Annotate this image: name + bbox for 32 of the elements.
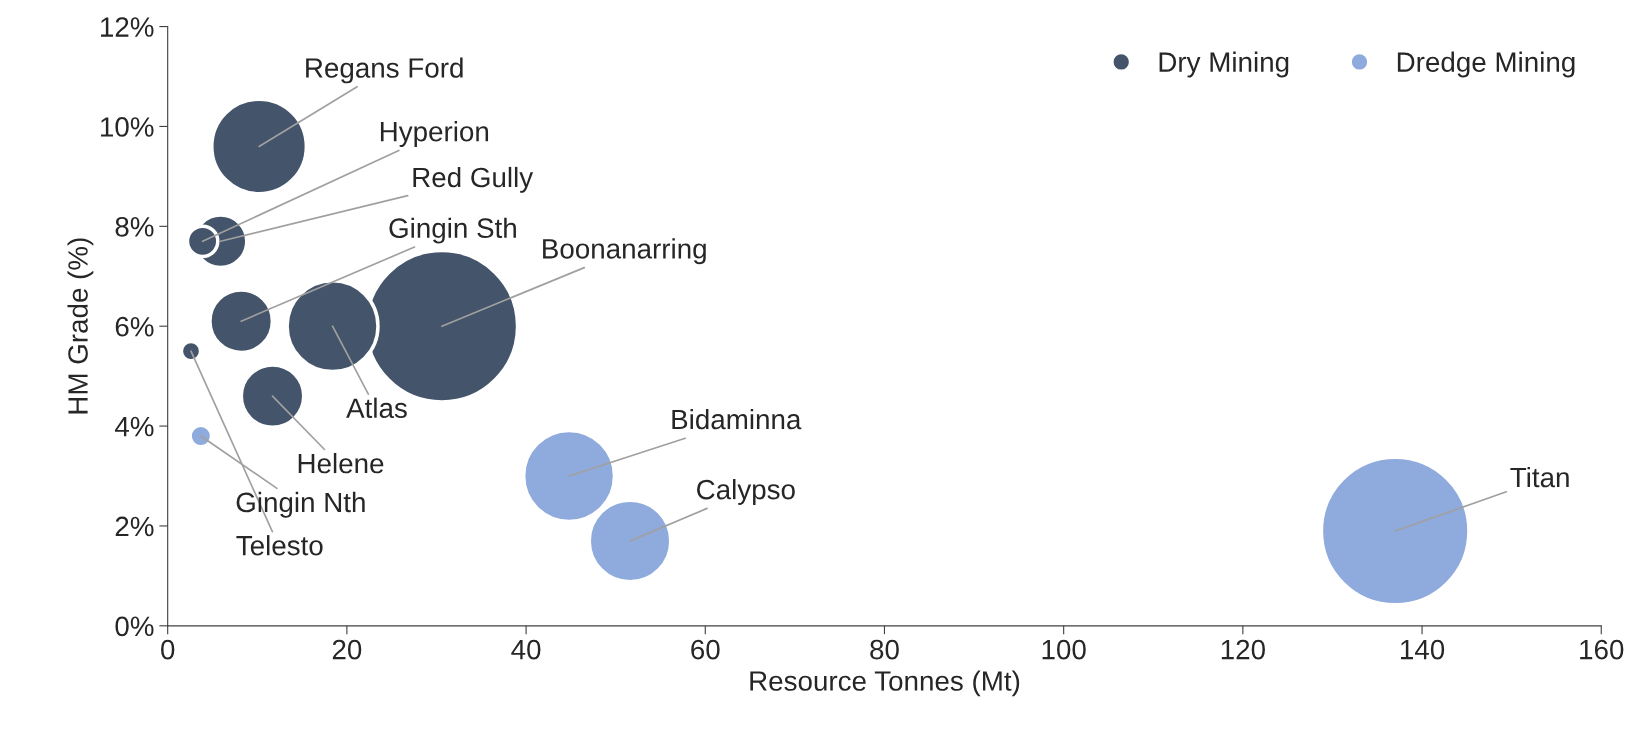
annotation: Titan [1510,466,1569,488]
annotation: Boonanarring [543,238,706,265]
annotation: Gingin Nth [236,491,365,518]
y-tick-label: 8% [115,216,154,237]
y-tick-label: 0% [115,616,154,637]
y-tick-label: 10% [101,117,154,137]
y-axis-title: HM Grade (%) [67,238,94,414]
x-tick-label: 120 [1221,639,1265,660]
y-tick-label: 6% [115,316,154,337]
x-tick-label: 140 [1401,639,1445,660]
annotation: Hyperion [380,121,489,147]
x-tick-label: 80 [870,639,899,660]
x-tick-label: 160 [1580,639,1624,660]
legend-label: Dredge Mining [1397,51,1575,78]
annotation: Telesto [236,535,323,556]
x-tick-label: 20 [332,639,362,660]
annotation: Bidaminna [672,408,802,430]
annotation: Calypso [697,479,795,505]
x-tick-label: 40 [511,639,541,660]
y-tick-label: 4% [114,416,154,437]
x-tick-label: 0 [161,639,175,660]
x-axis-title: Resource Tonnes (Mt) [750,670,1020,697]
annotation: Regans Ford [306,57,463,84]
x-tick-label: 100 [1042,639,1086,660]
y-tick-label: 2% [115,516,154,537]
annotation: Atlas [346,397,407,419]
annotation: Red Gully [413,166,534,193]
y-tick-label: 12% [101,17,154,37]
legend-label: Dry Mining [1159,51,1289,78]
x-tick-label: 60 [691,639,720,660]
annotation: Helene [298,452,384,474]
annotation: Gingin Sth [389,217,516,244]
